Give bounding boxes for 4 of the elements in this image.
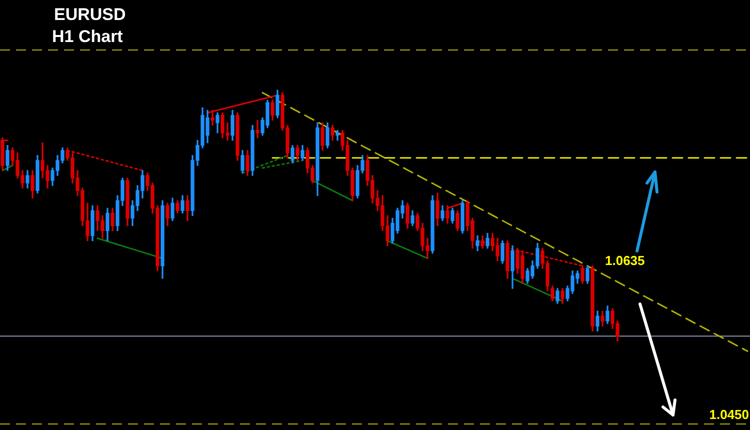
annotation: 1.0635	[605, 253, 645, 268]
text: 1.0450	[709, 407, 749, 422]
chart-title: EURUSD	[54, 5, 126, 24]
chart-subtitle: H1 Chart	[52, 27, 123, 46]
